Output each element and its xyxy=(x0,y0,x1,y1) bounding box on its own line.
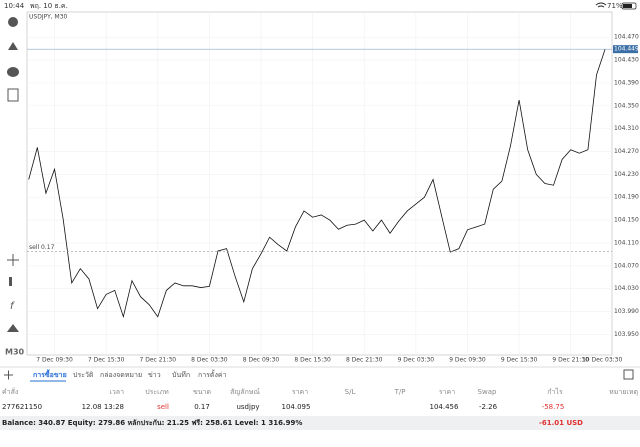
candles-icon[interactable] xyxy=(9,277,12,286)
y-tick-label: 103.990 xyxy=(614,308,639,315)
plot-frame xyxy=(26,11,613,356)
column-header: คำสั่ง xyxy=(2,387,18,396)
status-battery: 71% xyxy=(607,2,623,10)
column-header: ราคา xyxy=(439,388,455,396)
tab[interactable]: ข่าว xyxy=(148,371,161,379)
cell-symbol: usdjpy xyxy=(236,403,259,411)
y-tick-label: 104.190 xyxy=(614,194,639,201)
status-date: พฤ. 10 ธ.ค. xyxy=(30,2,68,10)
x-tick-label: 9 Dec 03:30 xyxy=(398,357,435,364)
x-tick-label: 9 Dec 15:30 xyxy=(501,357,538,364)
column-header: กำไร xyxy=(547,387,563,396)
x-tick-label: 10 Dec 03:30 xyxy=(582,357,623,364)
cell-type: sell xyxy=(157,403,169,411)
y-tick-label: 104.070 xyxy=(614,262,639,269)
account-summary: Balance: 340.87 Equity: 279.86 หลักประกั… xyxy=(2,419,302,427)
column-header: T/P xyxy=(394,388,406,396)
cell-price: 104.095 xyxy=(282,403,311,411)
expand-button[interactable] xyxy=(623,369,634,380)
tab[interactable]: กล่องจดหมาย xyxy=(100,371,142,379)
y-tick-label: 103.950 xyxy=(614,331,639,338)
column-header: ประเภท xyxy=(145,388,169,396)
y-tick-label: 104.470 xyxy=(614,34,639,41)
timeframe[interactable]: M30 xyxy=(5,348,25,357)
crosshair-icon[interactable] xyxy=(7,254,19,266)
objects-icon[interactable] xyxy=(7,324,19,332)
y-tick-label: 104.430 xyxy=(614,57,639,64)
column-header: Swap xyxy=(478,388,497,396)
price-line xyxy=(28,49,606,319)
y-tick-label: 104.270 xyxy=(614,148,639,155)
chat-icon[interactable] xyxy=(7,67,19,77)
x-tick-label: 8 Dec 21:30 xyxy=(346,357,383,364)
tab[interactable]: บันทึก xyxy=(172,370,190,379)
trade-icon[interactable] xyxy=(8,42,18,50)
footer-bar xyxy=(0,416,640,430)
new-order-icon[interactable] xyxy=(7,88,19,102)
x-tick-label: 9 Dec 09:30 xyxy=(449,357,486,364)
tab[interactable]: การซื้อขาย xyxy=(33,368,67,379)
y-tick-label: 104.350 xyxy=(614,102,639,109)
wifi-icon xyxy=(595,2,607,8)
current-price-box xyxy=(613,45,638,54)
cell-swap: -2.26 xyxy=(479,403,498,411)
x-tick-label: 7 Dec 21:30 xyxy=(139,357,176,364)
cell-time: 12.08 13:28 xyxy=(82,403,124,411)
chart-title: USDJPY, M30 xyxy=(29,14,68,21)
y-tick-label: 104.390 xyxy=(614,79,639,86)
indicator-icon[interactable]: f xyxy=(10,301,15,312)
battery-icon xyxy=(621,2,637,10)
column-header: S/L xyxy=(345,388,356,396)
battery-level xyxy=(623,4,632,8)
tab[interactable]: การตั้งค่า xyxy=(198,368,227,379)
x-tick-label: 9 Dec 21:30 xyxy=(552,357,589,364)
cell-volume: 0.17 xyxy=(194,403,210,411)
tab[interactable]: ประวัติ xyxy=(73,371,94,379)
account-icon[interactable] xyxy=(8,17,18,27)
column-header: ขนาด xyxy=(193,388,211,396)
x-tick-label: 7 Dec 15:30 xyxy=(88,357,125,364)
column-header: เวลา xyxy=(109,388,124,396)
column-header: หมายเหตุ xyxy=(609,388,638,396)
column-header: ราคา xyxy=(292,388,308,396)
status-time: 10:44 xyxy=(4,2,25,10)
y-tick-label: 104.030 xyxy=(614,285,639,292)
cell-ticket: 277621150 xyxy=(2,403,42,411)
y-tick-label: 104.310 xyxy=(614,125,639,132)
total-profit: -61.01 USD xyxy=(539,419,583,427)
y-tick-label: 104.150 xyxy=(614,217,639,224)
y-tick-label: 104.230 xyxy=(614,171,639,178)
cell-current-price: 104.456 xyxy=(430,403,459,411)
add-button[interactable] xyxy=(4,370,13,380)
x-tick-label: 8 Dec 03:30 xyxy=(191,357,228,364)
cell-profit: -58.75 xyxy=(542,403,565,411)
x-tick-label: 8 Dec 09:30 xyxy=(243,357,280,364)
y-tick-label: 104.110 xyxy=(614,239,639,246)
x-tick-label: 7 Dec 09:30 xyxy=(36,357,73,364)
x-tick-label: 8 Dec 15:30 xyxy=(294,357,331,364)
left-toolbar: f xyxy=(7,17,19,332)
column-header: สัญลักษณ์ xyxy=(230,388,260,396)
current-price-label: 104.449 xyxy=(614,46,639,53)
order-label: sell 0.17 xyxy=(29,244,55,251)
